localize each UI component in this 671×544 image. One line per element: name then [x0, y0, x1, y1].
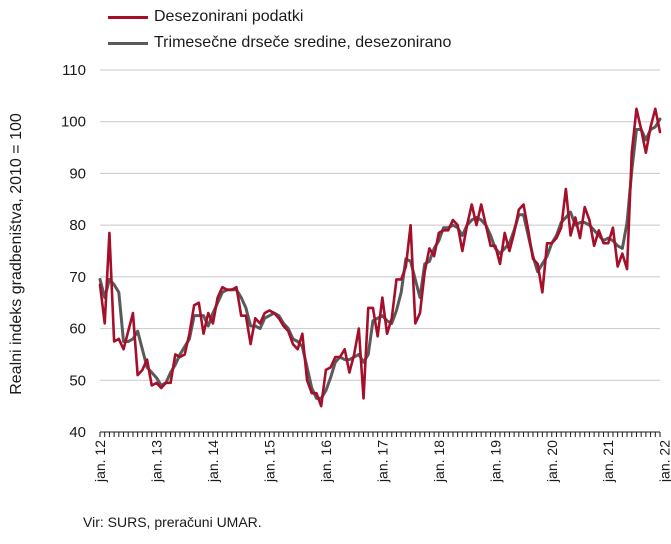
x-tick-label: jan. 12 [92, 440, 108, 483]
x-tick-label: jan. 22 [657, 440, 671, 483]
legend-swatch-moving-average [108, 41, 148, 45]
y-tick-label: 70 [69, 269, 86, 286]
y-tick-label: 60 [69, 321, 86, 338]
legend-label-monthly: Desezonirani podatki [154, 8, 304, 25]
series-line-monthly [98, 107, 662, 408]
y-tick-label: 90 [69, 165, 86, 182]
x-tick-label: jan. 20 [544, 440, 560, 483]
x-tick-label: jan. 21 [600, 440, 616, 483]
x-tick-label: jan. 15 [261, 440, 277, 483]
x-tick-label: jan. 14 [205, 440, 221, 483]
y-tick-label: 50 [69, 372, 86, 389]
source-note: Vir: SURS, preračuni UMAR. [83, 514, 262, 530]
y-tick-label: 80 [69, 217, 86, 234]
legend-label-moving-average: Trimesečne drseče sredine, desezonirano [154, 34, 452, 51]
series-line-moving-average [98, 117, 662, 400]
x-tick-label: jan. 18 [431, 440, 447, 483]
legend-swatch-monthly [108, 15, 148, 19]
legend: Desezonirani podatki Trimesečne drseče s… [108, 4, 451, 56]
x-tick-label: jan. 13 [148, 440, 164, 483]
y-tick-label: 40 [69, 424, 86, 441]
x-tick-label: jan. 16 [318, 440, 334, 483]
x-tick-label: jan. 19 [487, 440, 503, 483]
x-tick-label: jan. 17 [374, 440, 390, 483]
y-tick-label: 100 [61, 114, 86, 131]
y-tick-label: 110 [62, 62, 86, 79]
legend-item-moving-average: Trimesečne drseče sredine, desezonirano [108, 30, 451, 56]
legend-item-monthly: Desezonirani podatki [108, 4, 451, 30]
